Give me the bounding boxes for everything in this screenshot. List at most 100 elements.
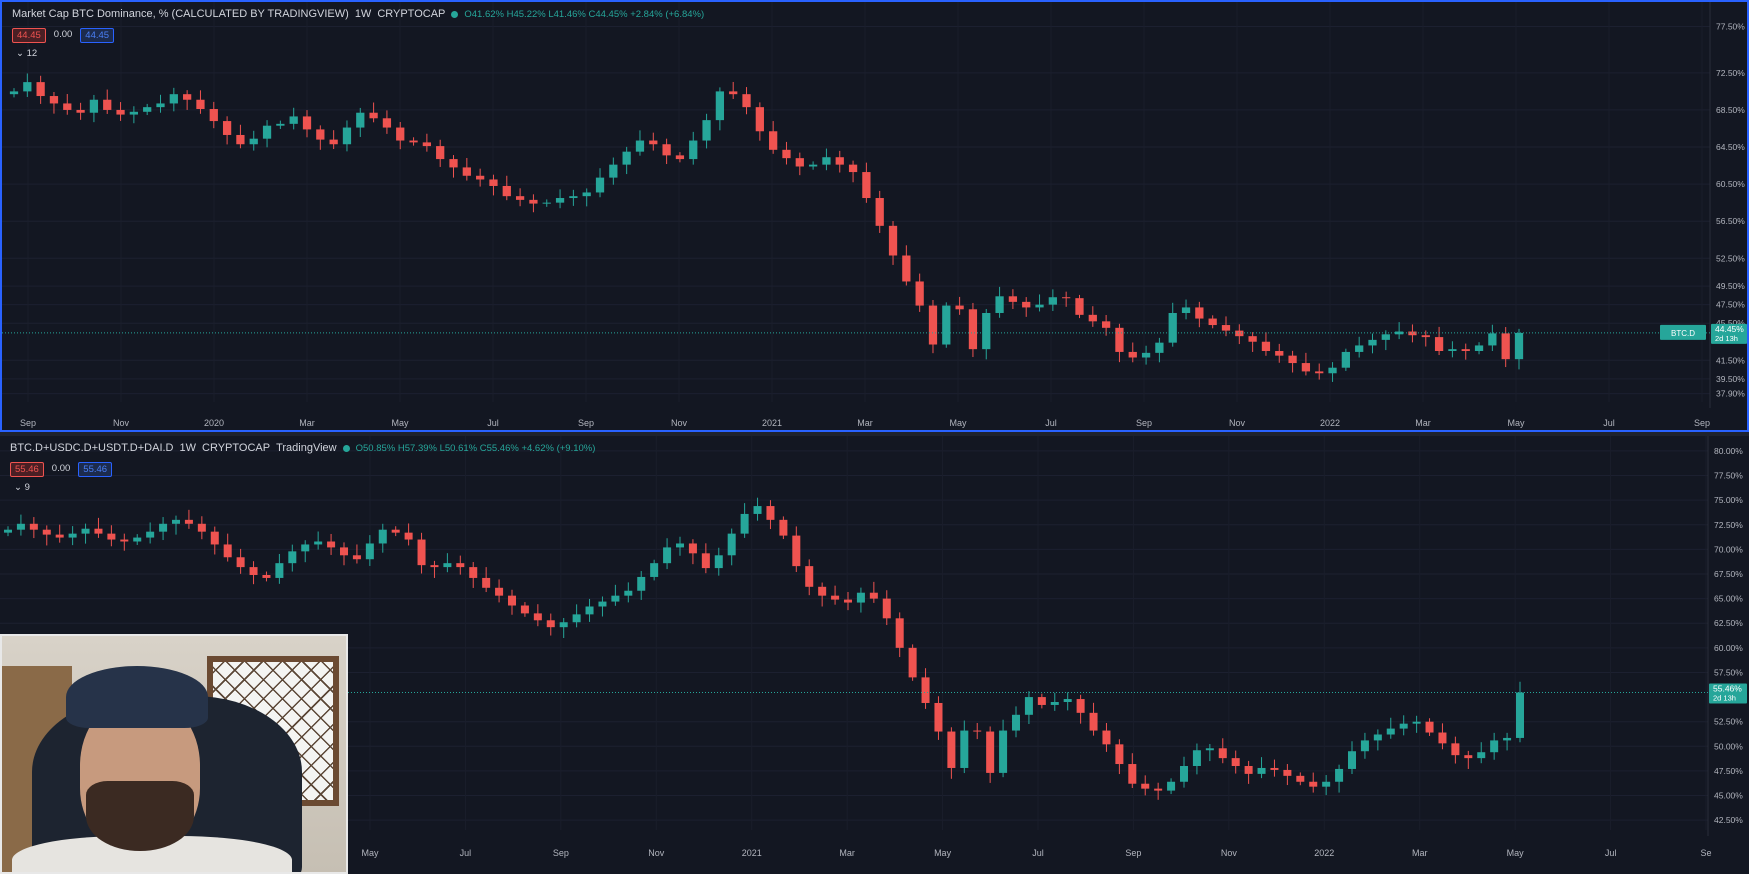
series-source[interactable]: CRYPTOCAP (377, 8, 446, 20)
y-tick-label: 64.50% (1716, 142, 1745, 152)
y-tick-label: 45.00% (1714, 791, 1743, 801)
indicators-toggle[interactable]: ⌄ 12 (16, 48, 38, 59)
candle-body (378, 529, 387, 544)
candle-body (637, 576, 646, 591)
y-tick-label: 49.50% (1716, 281, 1745, 291)
y-tick-label: 60.00% (1714, 643, 1743, 653)
candle-body (569, 196, 578, 199)
candle-body (107, 533, 116, 540)
series-source[interactable]: CRYPTOCAP (202, 442, 271, 454)
candle-body (222, 121, 232, 135)
candle-body (1037, 697, 1046, 705)
candle-body (1451, 743, 1460, 756)
series-title[interactable]: BTC.D+USDC.D+USDT.D+DAI.D (10, 442, 174, 454)
symbol-tag (1660, 324, 1706, 340)
y-tick-label: 45.50% (1716, 318, 1745, 328)
candle-body (197, 523, 206, 532)
series-extra[interactable]: TradingView (276, 442, 337, 454)
candle-body (1373, 734, 1382, 741)
candle-body (436, 146, 445, 160)
candle-body (1275, 351, 1284, 356)
candle-body (611, 595, 620, 602)
candle-body (818, 586, 827, 596)
sell-value[interactable]: 44.45 (12, 28, 46, 43)
y-tick-label: 72.50% (1714, 520, 1743, 530)
candle-body (779, 519, 788, 536)
candle-body (1048, 297, 1057, 305)
x-tick-label: Mar (857, 418, 873, 428)
series-interval[interactable]: 1W (179, 442, 197, 454)
candle-body (1412, 721, 1421, 724)
chart-canvas-1[interactable]: 77.50% 72.50% 68.50% 64.50% 60.50% 56.50% 52.5… (2, 2, 1747, 430)
price-values-2: 55.46 0.00 55.46 (10, 462, 113, 477)
candle-body (1257, 767, 1266, 774)
x-tick-label: Se (1700, 848, 1711, 858)
x-tick-label: 2020 (204, 418, 224, 428)
candle-body (417, 539, 426, 566)
y-tick-label: 77.50% (1714, 471, 1743, 481)
candle-body (1192, 750, 1201, 766)
series-title[interactable]: Market Cap BTC Dominance, % (CALCULATED … (12, 8, 349, 20)
candle-body (595, 177, 605, 193)
x-tick-label: 2021 (742, 848, 762, 858)
candle-body (1395, 331, 1404, 335)
x-tick-label: May (1507, 418, 1525, 428)
candle-body (622, 151, 631, 165)
ohlc-values: O41.62% H45.22% L41.46% C44.45% +2.84% (… (464, 8, 705, 20)
spread-value: 0.00 (53, 29, 73, 40)
candle-body (262, 125, 272, 139)
candle-body (1461, 349, 1470, 352)
y-tick-label: 60.50% (1716, 179, 1745, 189)
x-tick-label: Jul (1603, 418, 1615, 428)
candle-body (120, 539, 129, 542)
symbol-tag-label: BTC.D (1671, 329, 1695, 338)
candle-body (116, 109, 125, 115)
x-tick-label: Sep (20, 418, 36, 428)
candle-body (635, 140, 645, 152)
y-tick-label: 72.50% (1716, 68, 1745, 78)
series-interval[interactable]: 1W (354, 8, 372, 20)
indicators-toggle[interactable]: ⌄ 9 (14, 482, 30, 493)
candle-body (753, 506, 762, 514)
candle-body (209, 109, 218, 122)
candle-body (89, 99, 99, 113)
candle-body (701, 553, 710, 569)
candle-body (369, 112, 378, 119)
candle-body (396, 127, 405, 141)
x-tick-label: May (949, 418, 967, 428)
candle-body (1062, 297, 1071, 299)
x-tick-label: Jul (460, 848, 472, 858)
candle-body (1102, 730, 1111, 745)
candle-body (960, 730, 969, 768)
sell-value[interactable]: 55.46 (10, 462, 44, 477)
candle-body (1335, 768, 1344, 782)
x-tick-label: Nov (113, 418, 130, 428)
bar-countdown: 2d 13h (1713, 694, 1736, 703)
y-tick-label: 42.50% (1714, 815, 1743, 825)
indicator-count: 9 (24, 482, 30, 493)
x-tick-label: Nov (648, 848, 665, 858)
candle-body (862, 172, 871, 199)
candle-body (249, 567, 258, 575)
candle-body (624, 590, 633, 596)
pane-separator[interactable] (0, 432, 1749, 436)
x-tick-label: Mar (1412, 848, 1428, 858)
candle-body (63, 103, 72, 110)
buy-value[interactable]: 55.46 (78, 462, 113, 477)
candle-body (1235, 330, 1244, 337)
candle-body (1503, 737, 1512, 741)
candle-body (1089, 712, 1098, 731)
chart-pane-btc-dominance[interactable]: 77.50% 72.50% 68.50% 64.50% 60.50% 56.50% 52.5… (0, 0, 1749, 432)
buy-value[interactable]: 44.45 (80, 28, 115, 43)
y-tick-label: 39.50% (1716, 374, 1745, 384)
candle-body (1355, 345, 1364, 352)
candle-body (1244, 766, 1253, 774)
x-tick-label: 2022 (1320, 418, 1340, 428)
candle-body (843, 599, 853, 603)
chart-legend-1: Market Cap BTC Dominance, % (CALCULATED … (12, 8, 704, 20)
candle-body (301, 544, 310, 552)
candle-body (391, 529, 400, 533)
candle-body (1421, 335, 1430, 338)
candle-body (542, 202, 551, 204)
candle-body (572, 614, 581, 623)
